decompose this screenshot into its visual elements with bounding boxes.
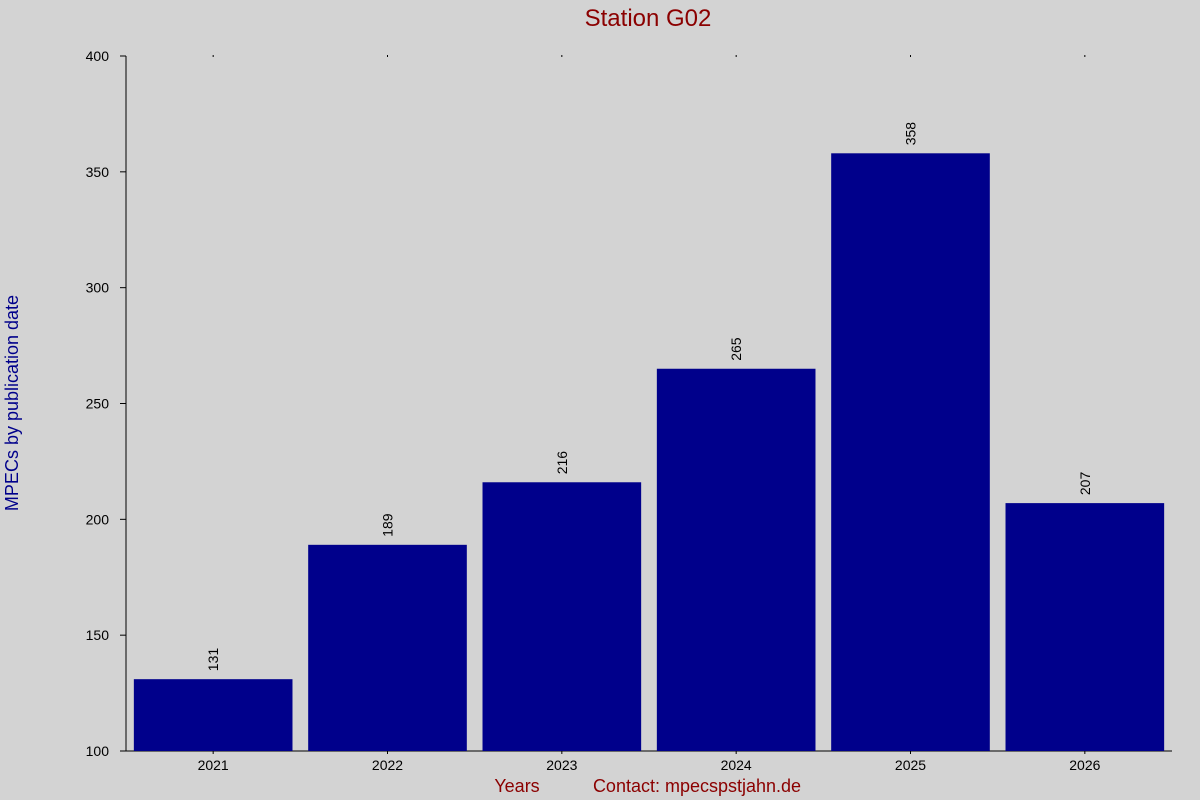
x-tick-label: 2024 xyxy=(721,757,752,773)
y-tick-label: 150 xyxy=(86,627,110,643)
data-label: 265 xyxy=(728,337,744,361)
x-axis: 2021 2022 2023 2024 2025 2026 xyxy=(126,55,1172,773)
x-axis-label: Years xyxy=(494,776,539,796)
data-label: 189 xyxy=(380,513,396,537)
bar xyxy=(308,544,467,751)
data-label: 207 xyxy=(1077,472,1093,496)
x-tick-label: 2026 xyxy=(1069,757,1100,773)
bar xyxy=(482,482,642,751)
x-tick-label: 2023 xyxy=(546,757,577,773)
x-tick-label: 2022 xyxy=(372,757,403,773)
y-tick-label: 250 xyxy=(86,396,110,412)
y-axis-label: MPECs by publication date xyxy=(2,295,22,511)
x-tick-label: 2021 xyxy=(198,757,229,773)
bars xyxy=(133,153,1165,752)
data-label: 358 xyxy=(903,122,919,146)
y-tick-label: 400 xyxy=(86,48,110,64)
data-label: 131 xyxy=(205,648,221,672)
x-tick-label: 2025 xyxy=(895,757,926,773)
chart-title: Station G02 xyxy=(585,5,712,32)
bar xyxy=(133,679,293,751)
y-tick-label: 100 xyxy=(86,743,110,759)
data-labels: 131 189 216 265 358 207 xyxy=(205,122,1093,671)
y-axis: 100 150 200 250 300 350 400 xyxy=(86,48,127,759)
y-tick-label: 200 xyxy=(86,511,110,527)
bar xyxy=(831,153,990,752)
bar xyxy=(656,368,816,751)
bar xyxy=(1005,503,1165,751)
y-tick-label: 350 xyxy=(86,164,110,180)
data-label: 216 xyxy=(554,451,570,475)
contact-text: Contact: mpecspstjahn.de xyxy=(593,776,801,796)
y-tick-label: 300 xyxy=(86,280,110,296)
